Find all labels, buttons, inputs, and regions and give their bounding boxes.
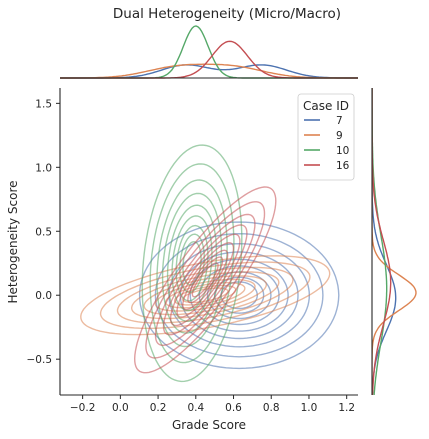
x-tick-label: 0.8 bbox=[263, 402, 280, 414]
contour-line bbox=[156, 179, 228, 348]
right-marginal-line-10 bbox=[372, 88, 388, 395]
legend-label-9: 9 bbox=[336, 130, 343, 142]
y-tick-label: 0.0 bbox=[35, 290, 52, 302]
contour-line bbox=[162, 224, 248, 336]
right-marginal-line-9 bbox=[372, 88, 417, 395]
x-tick-label: 0.0 bbox=[112, 402, 129, 414]
legend: Case ID 7 9 10 16 bbox=[297, 93, 355, 181]
contour-line bbox=[176, 241, 235, 318]
top-marginal-line-7 bbox=[60, 64, 358, 79]
contour-line bbox=[171, 215, 213, 312]
contour-line bbox=[141, 144, 243, 383]
x-tick-label: 0.2 bbox=[150, 402, 167, 414]
y-tick-label: −0.5 bbox=[27, 354, 53, 366]
contour-line bbox=[168, 242, 311, 348]
right-marginal-plot bbox=[372, 88, 417, 395]
chart-title: Dual Heterogeneity (Micro/Macro) bbox=[113, 6, 341, 22]
contour-line bbox=[138, 221, 340, 370]
x-tick-label: 1.2 bbox=[338, 402, 355, 414]
y-axis-label: Heterogeneity Score bbox=[6, 180, 20, 303]
y-axis-ticks: −0.5 0.0 0.5 1.0 1.5 bbox=[27, 98, 60, 366]
y-tick-label: 1.0 bbox=[35, 162, 52, 174]
joint-contour-plot bbox=[80, 144, 340, 383]
legend-label-16: 16 bbox=[336, 160, 350, 172]
y-tick-label: 0.5 bbox=[35, 226, 52, 238]
contour-line bbox=[182, 249, 229, 311]
x-tick-label: 0.4 bbox=[187, 402, 204, 414]
contour-line bbox=[154, 232, 324, 358]
contour-series-16 bbox=[133, 186, 277, 374]
top-marginal-line-10 bbox=[60, 25, 358, 79]
top-marginal-plot bbox=[60, 25, 358, 79]
contour-line bbox=[187, 256, 224, 304]
x-tick-label: 1.0 bbox=[301, 402, 318, 414]
contour-line bbox=[80, 255, 331, 336]
contour-line bbox=[131, 271, 280, 320]
legend-entries: 7 9 10 16 bbox=[304, 115, 350, 172]
x-axis-ticks: −0.2 0.0 0.2 0.4 0.6 0.8 1.0 1.2 bbox=[70, 395, 355, 414]
y-tick-label: 1.5 bbox=[35, 98, 52, 110]
x-axis-label: Grade Score bbox=[172, 418, 246, 432]
contour-line bbox=[133, 186, 277, 374]
x-tick-label: −0.2 bbox=[70, 402, 96, 414]
legend-frame bbox=[297, 93, 355, 181]
contour-line bbox=[154, 213, 256, 346]
legend-label-10: 10 bbox=[336, 145, 349, 157]
legend-title: Case ID bbox=[303, 99, 349, 113]
contour-line bbox=[191, 262, 219, 298]
contour-line bbox=[169, 233, 241, 327]
legend-label-7: 7 bbox=[336, 115, 343, 127]
contour-line bbox=[145, 201, 266, 359]
x-tick-label: 0.6 bbox=[225, 402, 242, 414]
contour-line bbox=[149, 163, 235, 364]
